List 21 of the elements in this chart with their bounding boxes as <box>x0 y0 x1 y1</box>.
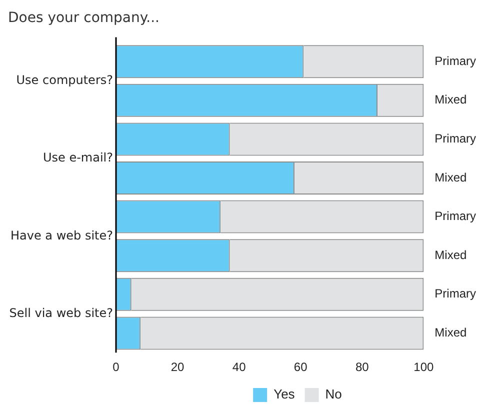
text: Sell via web site? <box>9 306 113 320</box>
x-tick-label: 20 <box>170 360 185 374</box>
y-tick-label: Mixed <box>434 248 467 262</box>
chart-title: Does your company... <box>8 10 160 26</box>
x-tick-label: 60 <box>294 360 308 374</box>
text: Use e-mail? <box>42 150 113 165</box>
x-tick-label: 80 <box>355 360 370 374</box>
y-tick-label: Primary <box>434 132 476 146</box>
y-tick-label: Primary <box>434 286 476 301</box>
text: Have a web site? <box>10 228 113 242</box>
legend-label: No <box>325 386 342 402</box>
text: Use computers? <box>16 73 113 88</box>
x-tick-label: 100 <box>414 360 434 374</box>
x-tick-label: 40 <box>232 360 246 374</box>
y-tick-label: Mixed <box>434 92 467 107</box>
x-tick-label: 0 <box>112 360 120 374</box>
y-tick-label: Primary <box>434 54 476 68</box>
legend-label: Yes <box>274 386 296 402</box>
y-tick-label: Mixed <box>434 170 467 184</box>
y-tick-label: Mixed <box>434 326 467 340</box>
y-tick-label: Primary <box>434 209 476 224</box>
